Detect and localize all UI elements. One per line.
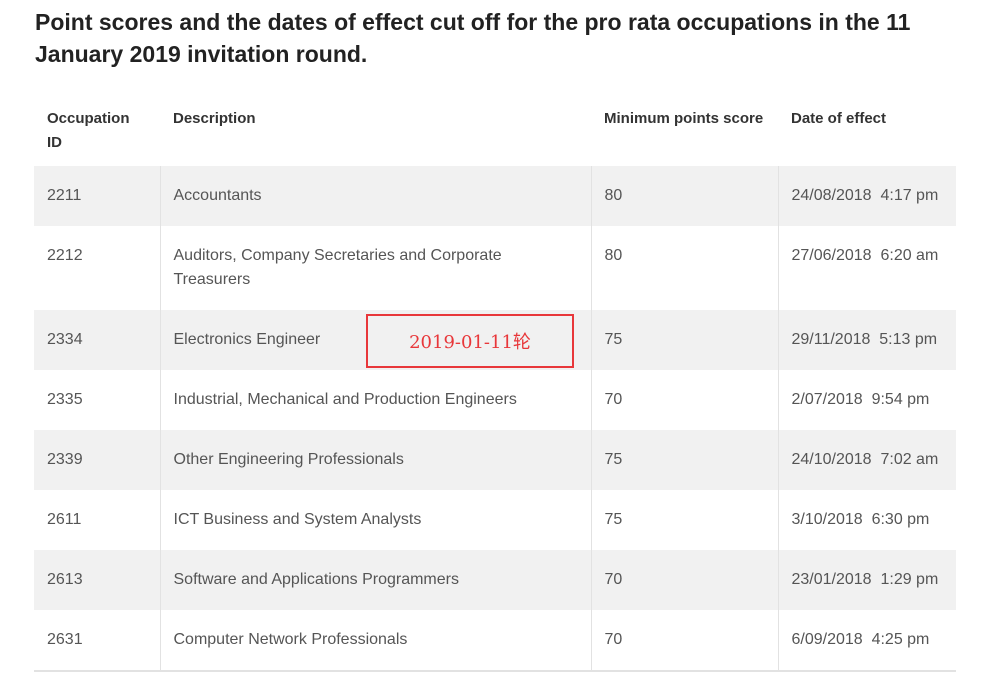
date-of-effect-cell: 29/11/2018 5:13 pm xyxy=(777,310,956,370)
occupation-id-cell: 2631 xyxy=(34,610,160,672)
minimum-points-cell: 70 xyxy=(590,550,778,610)
description-cell: ICT Business and System Analysts xyxy=(159,490,591,550)
table-row: 2212 Auditors, Company Secretaries and Co… xyxy=(34,226,956,310)
minimum-points-cell: 70 xyxy=(590,370,778,430)
table-row: 2335 Industrial, Mechanical and Productio… xyxy=(34,370,956,430)
description-cell: Industrial, Mechanical and Production En… xyxy=(159,370,591,430)
date-of-effect-cell: 24/08/2018 4:17 pm xyxy=(777,166,956,226)
occupation-id-cell: 2334 xyxy=(34,310,160,370)
table-header-row: Occupation ID Description Minimum points… xyxy=(34,100,956,166)
table-row: 2613 Software and Applications Programmer… xyxy=(34,550,956,610)
table-row: 2339 Other Engineering Professionals 75 24/… xyxy=(34,430,956,490)
date-of-effect-cell: 3/10/2018 6:30 pm xyxy=(777,490,956,550)
minimum-points-cell: 70 xyxy=(590,610,778,672)
header-minimum-points: Minimum points score xyxy=(604,110,764,127)
minimum-points-cell: 75 xyxy=(590,310,778,370)
minimum-points-cell: 80 xyxy=(590,226,778,310)
description-cell: Other Engineering Professionals xyxy=(159,430,591,490)
occupation-id-cell: 2613 xyxy=(34,550,160,610)
occupations-table: Occupation ID Description Minimum points… xyxy=(34,100,956,672)
header-date-of-effect: Date of effect xyxy=(791,110,887,127)
minimum-points-cell: 75 xyxy=(590,430,778,490)
table-row: 2631 Computer Network Professionals 70 6/09… xyxy=(34,610,956,672)
occupation-id-cell: 2212 xyxy=(47,247,83,264)
table-row: 2211 Accountants 80 24/08/2018 4:17 pm xyxy=(34,166,956,226)
header-description: Description xyxy=(173,110,256,127)
occupation-id-cell: 2335 xyxy=(47,391,83,408)
date-of-effect-cell: 24/10/2018 7:02 am xyxy=(777,430,956,490)
occupation-id-cell: 2339 xyxy=(34,430,160,490)
description-cell: Electronics Engineer xyxy=(159,310,591,370)
date-of-effect-cell: 27/06/2018 6:20 am xyxy=(777,226,956,310)
date-of-effect-cell: 2/07/2018 9:54 pm xyxy=(777,370,956,430)
table-row: 2334 Electronics Engineer 75 29/11/2018 5:1… xyxy=(34,310,956,370)
minimum-points-cell: 80 xyxy=(590,166,778,226)
description-cell: Accountants xyxy=(159,166,591,226)
date-of-effect-cell: 23/01/2018 1:29 pm xyxy=(777,550,956,610)
occupation-id-cell: 2611 xyxy=(47,511,82,528)
description-cell: Software and Applications Programmers xyxy=(159,550,591,610)
page-title: Point scores and the dates of effect cut… xyxy=(35,9,911,67)
header-occupation-id: Occupation ID xyxy=(47,110,130,151)
description-cell: Computer Network Professionals xyxy=(159,610,591,672)
description-cell: Auditors, Company Secretaries and Corpor… xyxy=(159,226,591,310)
date-of-effect-cell: 6/09/2018 4:25 pm xyxy=(777,610,956,672)
occupation-id-cell: 2211 xyxy=(34,166,160,226)
annotation-box: 2019-01-11轮 xyxy=(366,314,574,368)
table-row: 2611 ICT Business and System Analysts 75 3/… xyxy=(34,490,956,550)
minimum-points-cell: 75 xyxy=(590,490,778,550)
